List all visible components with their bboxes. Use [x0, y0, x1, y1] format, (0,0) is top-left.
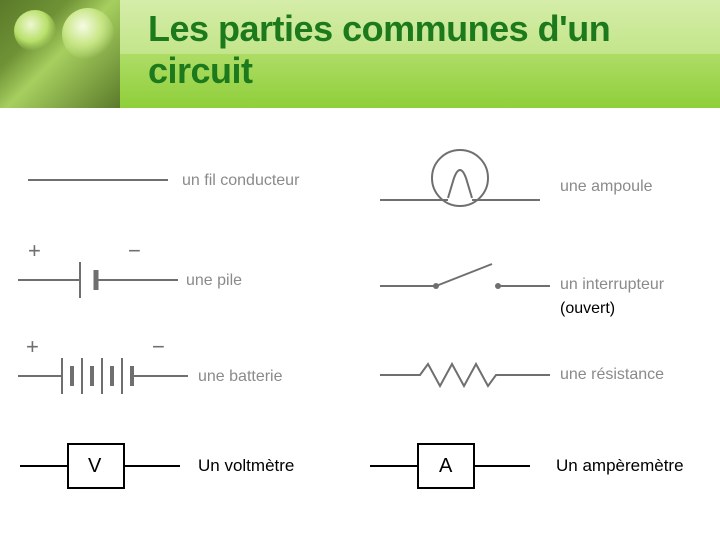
label-bulb: une ampoule — [560, 178, 653, 196]
lightbulb-icon — [62, 8, 114, 60]
resistor-icon — [380, 360, 550, 390]
page-title: Les parties communes d'un circuit — [148, 8, 708, 93]
symbol-wire — [28, 170, 168, 195]
switch-open-icon — [380, 252, 550, 296]
lightbulb-icon — [14, 10, 56, 52]
cell-icon — [18, 240, 178, 296]
plus-sign: + — [28, 238, 41, 264]
label-battery: une batterie — [198, 368, 283, 386]
symbol-switch — [380, 252, 550, 301]
symbol-voltmeter: V — [20, 440, 180, 497]
label-switch-note: (ouvert) — [560, 300, 615, 318]
wire-icon — [28, 170, 168, 190]
ammeter-letter: A — [439, 455, 452, 478]
symbol-resistor — [380, 360, 550, 395]
symbol-ammeter: A — [370, 440, 530, 497]
slide-header: Les parties communes d'un circuit — [0, 0, 720, 108]
label-voltmeter: Un voltmètre — [198, 456, 294, 476]
symbol-bulb — [380, 148, 540, 217]
bulb-icon — [380, 148, 540, 212]
symbol-cell: + − — [18, 240, 178, 301]
label-switch: un interrupteur — [560, 276, 664, 294]
label-cell: une pile — [186, 272, 242, 290]
voltmeter-letter: V — [88, 455, 101, 478]
circuit-symbols-diagram: un fil conducteur une ampoule + − une pi… — [0, 130, 720, 540]
label-ammeter: Un ampèremètre — [556, 456, 684, 476]
label-resistor: une résistance — [560, 366, 664, 384]
header-bulb-photo — [0, 0, 120, 108]
minus-sign: − — [128, 238, 141, 264]
symbol-battery: + − — [18, 336, 188, 397]
label-wire: un fil conducteur — [182, 172, 299, 190]
minus-sign: − — [152, 334, 165, 360]
plus-sign: + — [26, 334, 39, 360]
